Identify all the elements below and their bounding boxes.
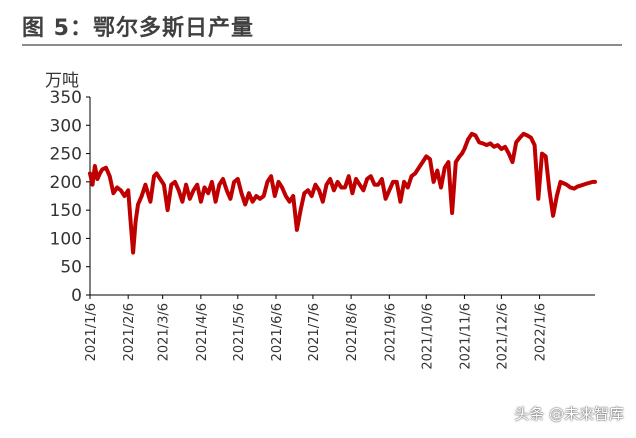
x-tick-label: 2021/11/6	[458, 303, 473, 370]
x-tick-label: 2021/6/6	[270, 303, 285, 361]
title-rule	[22, 44, 622, 46]
y-tick-label: 350	[50, 88, 82, 108]
x-tick-label: 2021/5/6	[232, 303, 247, 361]
y-tick-label: 100	[50, 229, 82, 249]
x-tick-label: 2021/8/6	[345, 303, 360, 361]
x-tick-label: 2021/1/6	[84, 303, 99, 361]
x-tick-label: 2021/10/6	[420, 303, 435, 370]
x-tick-label: 2021/3/6	[157, 303, 172, 361]
x-tick-label: 2021/2/6	[122, 303, 137, 361]
x-tick-label: 2021/4/6	[195, 303, 210, 361]
y-tick-label: 0	[71, 286, 82, 306]
y-tick-label: 150	[50, 201, 82, 221]
unit-label: 万吨	[45, 71, 79, 91]
x-tick-label: 2021/9/6	[383, 303, 398, 361]
y-tick-label: 300	[50, 116, 82, 136]
figure-header: 图 5：鄂尔多斯日产量	[22, 10, 622, 46]
x-tick-label: 2022/1/6	[534, 303, 549, 361]
y-ticks: 0 50 100 150 200 250 300 350	[50, 88, 90, 306]
watermark: 头条 @未来智库	[514, 405, 624, 423]
x-ticks: 2021/1/6 2021/2/6 2021/3/6 2021/4/6 2021/5/6…	[84, 295, 549, 370]
series-line-0	[88, 131, 597, 255]
series-layer	[88, 131, 597, 255]
y-tick-label: 50	[60, 258, 82, 278]
y-tick-label: 200	[50, 173, 82, 193]
figure-title: 图 5：鄂尔多斯日产量	[22, 16, 254, 41]
x-tick-label: 2021/12/6	[495, 303, 510, 370]
x-tick-label: 2021/7/6	[307, 303, 322, 361]
y-tick-label: 250	[50, 145, 82, 165]
